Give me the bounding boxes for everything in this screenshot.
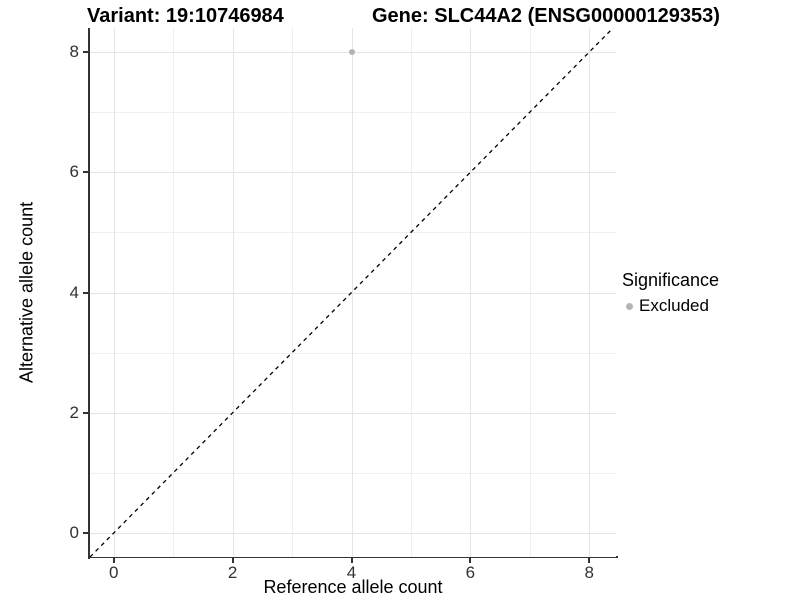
y-tick-label: 0: [69, 522, 79, 542]
y-minor-gridline: [90, 112, 616, 114]
plot-panel: [90, 28, 616, 557]
y-tick-label: 6: [69, 162, 79, 182]
x-tick-label: 6: [465, 563, 476, 582]
y-tick-mark: [83, 531, 89, 534]
x-tick-mark: [350, 558, 353, 563]
x-tick-mark: [588, 558, 591, 563]
y-minor-gridline: [90, 232, 616, 234]
identity-line: [90, 28, 614, 557]
y-tick-label: 2: [69, 402, 79, 422]
legend-title: Significance: [622, 270, 720, 290]
legend-item-label: Excluded: [639, 296, 709, 315]
x-tick-label: 2: [227, 563, 238, 582]
x-tick-label: 0: [109, 563, 119, 582]
x-tick-mark: [112, 558, 115, 563]
y-tick-label: 8: [69, 42, 79, 62]
y-major-gridline: [90, 532, 616, 534]
y-tick-label: 4: [69, 282, 79, 302]
x-tick-mark: [231, 558, 234, 563]
y-tick-mark: [83, 51, 89, 54]
y-major-gridline: [90, 172, 616, 174]
x-axis-line: [88, 556, 618, 558]
x-axis-label: Reference allele count: [263, 577, 443, 597]
y-minor-gridline: [90, 472, 616, 474]
y-axis-line: [88, 28, 90, 559]
y-tick-mark: [83, 291, 89, 294]
legend-point-icon: [626, 302, 633, 310]
x-tick-label: 4: [346, 563, 357, 582]
y-tick-mark: [83, 171, 89, 174]
y-major-gridline: [90, 412, 616, 414]
legend: Significance Excluded: [622, 270, 719, 316]
y-minor-gridline: [90, 352, 616, 354]
legend-item-excluded: Excluded: [626, 296, 719, 316]
y-axis-label: Alternative allele count: [16, 201, 37, 384]
variant-title: Variant: 19:10746984: [87, 5, 284, 27]
y-major-gridline: [90, 292, 616, 294]
gene-title: Gene: SLC44A2 (ENSG00000129353): [372, 5, 720, 27]
data-point: [348, 49, 355, 56]
y-tick-mark: [83, 411, 89, 414]
x-tick-mark: [469, 558, 472, 563]
x-tick-label: 8: [584, 563, 594, 582]
